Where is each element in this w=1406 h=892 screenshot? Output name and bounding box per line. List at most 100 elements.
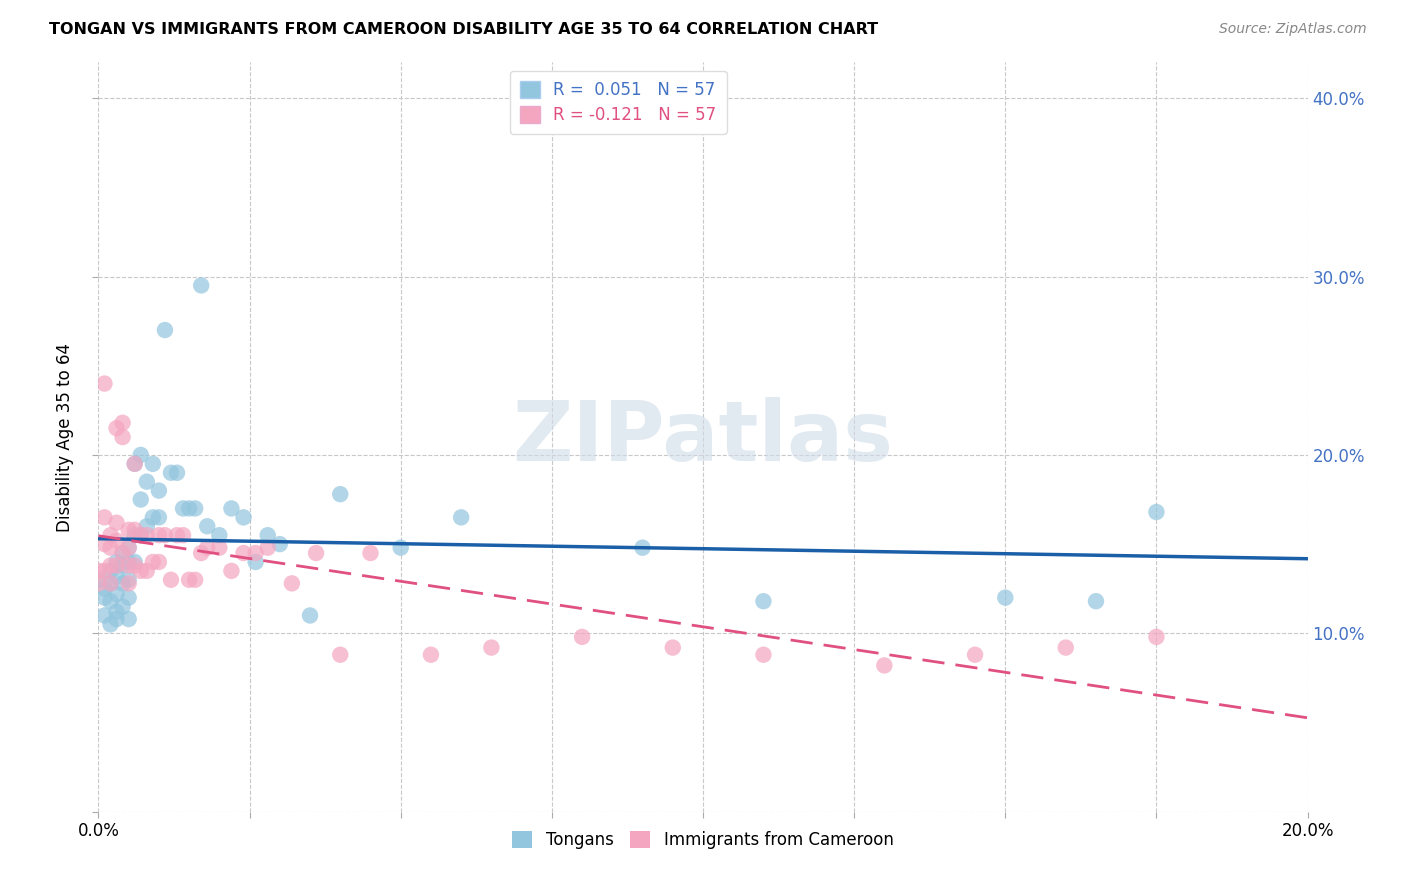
Point [118, 558, 141, 573]
Point [305, 546, 328, 560]
Point [93, 510, 115, 524]
Point [124, 555, 146, 569]
Point [221, 564, 243, 578]
Point [100, 576, 122, 591]
Point [1144, 630, 1167, 644]
Point [166, 466, 188, 480]
Point [105, 569, 128, 583]
Legend: Tongans, Immigrants from Cameroon: Tongans, Immigrants from Cameroon [506, 824, 900, 855]
Point [129, 528, 152, 542]
Point [389, 541, 412, 555]
Point [111, 558, 134, 573]
Point [481, 640, 503, 655]
Point [111, 416, 134, 430]
Point [129, 448, 152, 462]
Point [142, 510, 165, 524]
Point [87, 564, 110, 578]
Point [148, 528, 170, 542]
Point [172, 501, 194, 516]
Point [329, 487, 352, 501]
Point [93, 564, 115, 578]
Point [105, 605, 128, 619]
Point [232, 546, 254, 560]
Point [195, 519, 218, 533]
Point [208, 528, 231, 542]
Point [100, 576, 122, 591]
Point [661, 640, 683, 655]
Point [142, 457, 165, 471]
Point [965, 648, 987, 662]
Point [179, 573, 201, 587]
Point [450, 510, 472, 524]
Text: Source: ZipAtlas.com: Source: ZipAtlas.com [1219, 22, 1367, 37]
Point [752, 648, 775, 662]
Point [160, 466, 183, 480]
Point [172, 528, 194, 542]
Point [1085, 594, 1108, 608]
Point [420, 648, 443, 662]
Point [148, 483, 170, 498]
Point [256, 541, 278, 555]
Point [135, 528, 157, 542]
Point [148, 510, 170, 524]
Y-axis label: Disability Age 35 to 64: Disability Age 35 to 64 [56, 343, 75, 532]
Point [129, 564, 152, 578]
Point [184, 501, 207, 516]
Point [118, 591, 141, 605]
Point [360, 546, 382, 560]
Point [105, 516, 128, 530]
Point [111, 599, 134, 614]
Point [100, 594, 122, 608]
Point [142, 555, 165, 569]
Point [329, 648, 352, 662]
Text: TONGAN VS IMMIGRANTS FROM CAMEROON DISABILITY AGE 35 TO 64 CORRELATION CHART: TONGAN VS IMMIGRANTS FROM CAMEROON DISAB… [49, 22, 879, 37]
Point [118, 541, 141, 555]
Point [269, 537, 291, 551]
Point [105, 533, 128, 548]
Point [221, 501, 243, 516]
Point [111, 576, 134, 591]
Point [179, 501, 201, 516]
Point [129, 492, 152, 507]
Point [873, 658, 896, 673]
Point [752, 594, 775, 608]
Point [124, 457, 146, 471]
Point [105, 587, 128, 601]
Point [118, 612, 141, 626]
Point [100, 528, 122, 542]
Point [232, 510, 254, 524]
Point [135, 564, 157, 578]
Point [245, 546, 267, 560]
Text: ZIPatlas: ZIPatlas [513, 397, 893, 477]
Point [160, 573, 183, 587]
Point [93, 608, 115, 623]
Point [111, 546, 134, 560]
Point [129, 528, 152, 542]
Point [135, 475, 157, 489]
Point [124, 558, 146, 573]
Point [100, 564, 122, 578]
Point [105, 421, 128, 435]
Point [118, 523, 141, 537]
Point [994, 591, 1017, 605]
Point [148, 555, 170, 569]
Point [100, 558, 122, 573]
Point [256, 528, 278, 542]
Point [135, 519, 157, 533]
Point [153, 528, 176, 542]
Point [245, 555, 267, 569]
Point [166, 528, 188, 542]
Point [105, 612, 128, 626]
Point [111, 430, 134, 444]
Point [124, 523, 146, 537]
Point [100, 617, 122, 632]
Point [118, 541, 141, 555]
Point [118, 555, 141, 569]
Point [87, 573, 110, 587]
Point [190, 278, 212, 293]
Point [118, 573, 141, 587]
Point [299, 608, 322, 623]
Point [281, 576, 304, 591]
Point [124, 528, 146, 542]
Point [631, 541, 654, 555]
